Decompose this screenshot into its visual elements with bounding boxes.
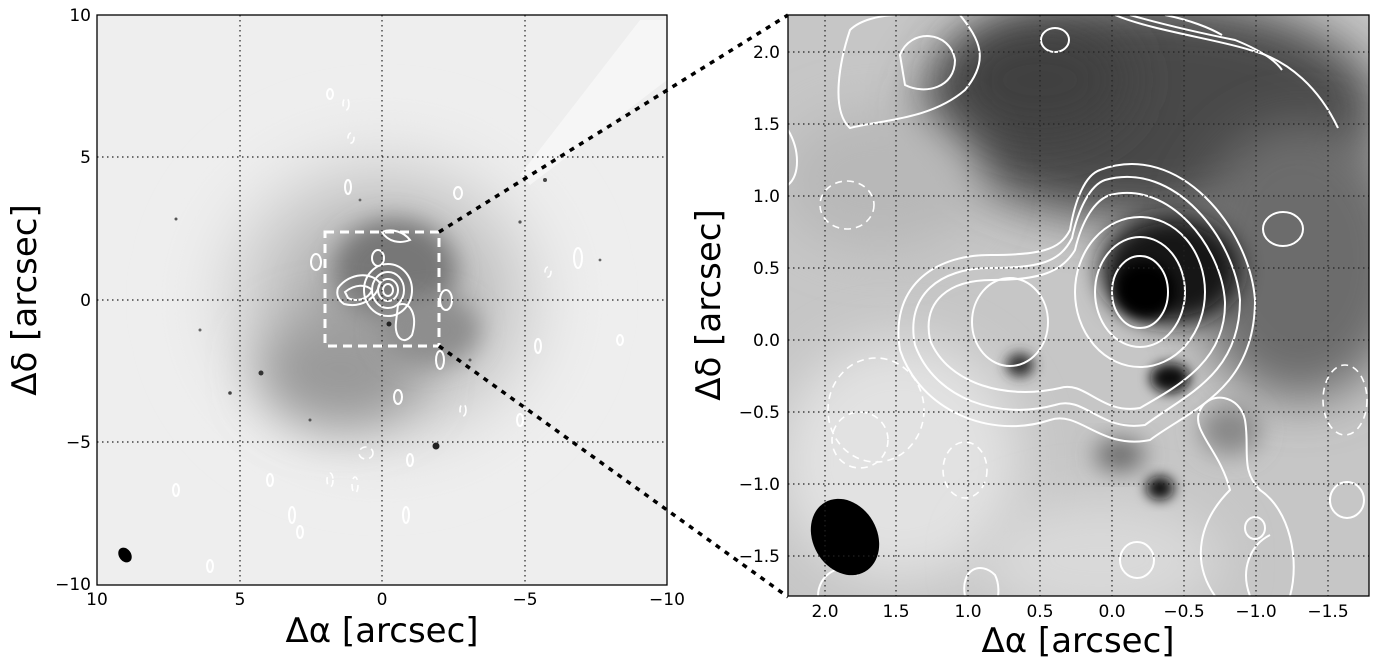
left-xtick: −5 bbox=[512, 590, 537, 610]
right-ytick: 0.0 bbox=[753, 331, 780, 351]
left-xticks: 10 5 0 −5 −10 bbox=[86, 590, 685, 610]
right-xticks: 2.0 1.5 1.0 0.5 0.0 −0.5 −1.0 −1.5 bbox=[811, 602, 1348, 622]
left-grid bbox=[97, 15, 667, 585]
right-ytick: 0.5 bbox=[753, 259, 780, 279]
right-ytick: 1.0 bbox=[753, 187, 780, 207]
left-xtick: −10 bbox=[649, 590, 685, 610]
left-panel: 10 5 0 −5 −10 10 5 0 −5 −10 Δα [arcsec] … bbox=[5, 6, 685, 651]
right-xtick: 1.5 bbox=[882, 602, 909, 622]
left-ytick: 0 bbox=[80, 291, 91, 311]
left-ytick: −10 bbox=[55, 575, 91, 595]
right-ytick: 1.5 bbox=[753, 115, 780, 135]
right-ylabel: Δδ [arcsec] bbox=[689, 209, 729, 400]
left-beam bbox=[118, 547, 132, 563]
right-grid bbox=[788, 15, 1369, 596]
left-frame bbox=[96, 14, 668, 586]
left-ytick: −5 bbox=[66, 433, 91, 453]
left-ytick: 5 bbox=[80, 148, 91, 168]
right-xtick: 0.5 bbox=[1026, 602, 1053, 622]
right-xtick: −0.5 bbox=[1163, 602, 1204, 622]
right-image bbox=[788, 15, 1369, 596]
left-xtick: 5 bbox=[235, 590, 246, 610]
right-ytick: −1.0 bbox=[739, 475, 780, 495]
right-ytick: 2.0 bbox=[753, 43, 780, 63]
right-ytick: −1.5 bbox=[739, 547, 780, 567]
right-xlabel: Δα [arcsec] bbox=[981, 621, 1174, 661]
right-xtick: −1.0 bbox=[1235, 602, 1276, 622]
right-contours bbox=[788, 15, 1368, 596]
right-ytick: −0.5 bbox=[739, 403, 780, 423]
left-xlabel: Δα [arcsec] bbox=[285, 611, 478, 651]
right-xtick: 0.0 bbox=[1098, 602, 1125, 622]
right-xtick: 2.0 bbox=[811, 602, 838, 622]
right-frame bbox=[787, 14, 1370, 597]
right-panel: 2.0 1.5 1.0 0.5 0.0 −0.5 −1.0 −1.5 2.0 1… bbox=[689, 14, 1370, 661]
right-yticks: 2.0 1.5 1.0 0.5 0.0 −0.5 −1.0 −1.5 bbox=[739, 43, 780, 567]
left-ylabel: Δδ [arcsec] bbox=[5, 204, 45, 395]
right-beam bbox=[810, 498, 880, 576]
left-xtick: 10 bbox=[86, 590, 108, 610]
right-xtick: 1.0 bbox=[954, 602, 981, 622]
left-ytick: 10 bbox=[69, 6, 91, 26]
zoom-line-top bbox=[438, 13, 789, 234]
left-xtick: 0 bbox=[377, 590, 388, 610]
right-xtick: −1.5 bbox=[1307, 602, 1348, 622]
zoom-box bbox=[323, 230, 441, 348]
left-yticks: 10 5 0 −5 −10 bbox=[55, 6, 91, 595]
